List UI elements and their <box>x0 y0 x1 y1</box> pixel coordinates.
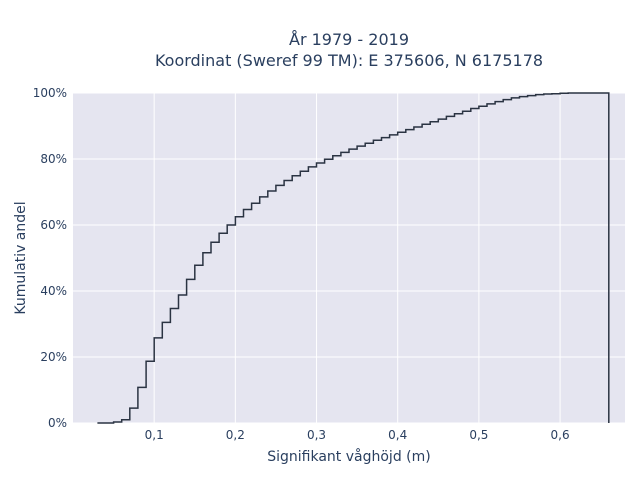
x-tick-label: 0,4 <box>388 428 407 442</box>
y-tick-label: 100% <box>33 86 67 100</box>
chart-title-line1: År 1979 - 2019 <box>289 30 409 49</box>
x-gridlines <box>153 93 561 423</box>
y-tick-label: 80% <box>40 152 67 166</box>
x-tick-label: 0,2 <box>226 428 245 442</box>
y-axis-label: Kumulativ andel <box>13 201 29 314</box>
x-tick-label: 0,3 <box>307 428 326 442</box>
x-tick-label: 0,6 <box>551 428 570 442</box>
plot-background <box>73 93 625 423</box>
y-tick-label: 40% <box>40 284 67 298</box>
x-tick-labels: 0,1 0,2 0,3 0,4 0,5 0,6 <box>145 428 570 442</box>
y-gridlines <box>73 92 625 424</box>
x-tick-label: 0,5 <box>469 428 488 442</box>
chart-title-line2: Koordinat (Sweref 99 TM): E 375606, N 61… <box>155 51 543 70</box>
x-axis-label: Signifikant våghöjd (m) <box>267 448 430 465</box>
y-tick-label: 0% <box>48 416 67 430</box>
y-tick-label: 60% <box>40 218 67 232</box>
cdf-step-line <box>97 92 610 424</box>
x-tick-label: 0,1 <box>145 428 164 442</box>
y-tick-labels: 0% 20% 40% 60% 80% 100% <box>33 86 67 430</box>
y-tick-label: 20% <box>40 350 67 364</box>
